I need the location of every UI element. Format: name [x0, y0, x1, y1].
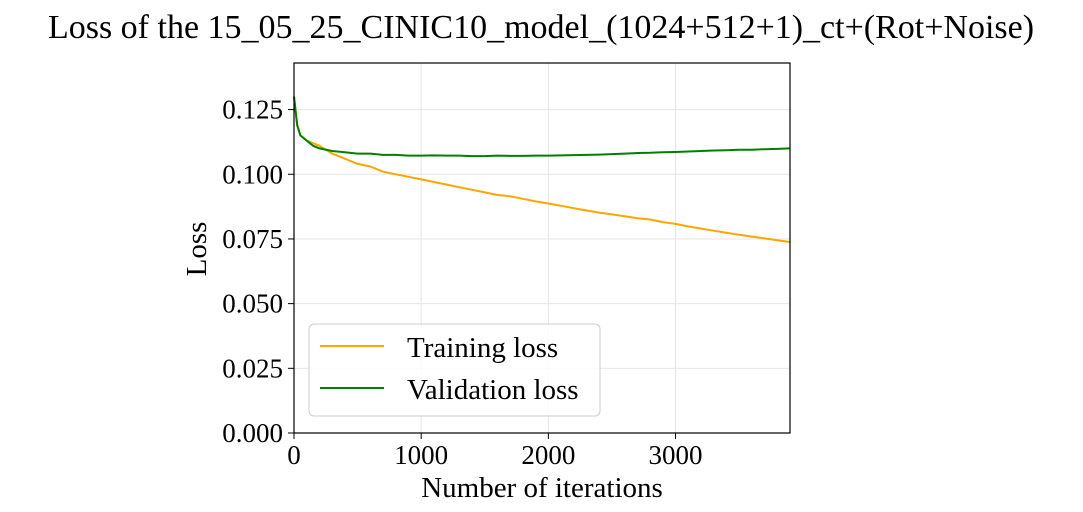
x-axis-ticks: 0 1000 2000 3000 — [287, 433, 703, 470]
x-tick-label: 2000 — [521, 440, 575, 470]
y-tick-label: 0.050 — [222, 289, 283, 319]
y-tick-label: 0.075 — [222, 224, 283, 254]
y-tick-label: 0.100 — [222, 159, 283, 189]
y-tick-label: 0.125 — [222, 95, 283, 125]
x-tick-label: 3000 — [649, 440, 703, 470]
y-tick-label: 0.025 — [222, 353, 283, 383]
series-line-training — [293, 96, 791, 243]
legend-label-validation: Validation loss — [407, 374, 579, 406]
y-axis-ticks: 0.000 0.025 0.050 0.075 0.100 0.125 — [222, 95, 294, 448]
legend: Training loss Validation loss — [308, 323, 601, 417]
y-axis-label: Loss — [181, 222, 213, 277]
chart-title: Loss of the 15_05_25_CINIC10_model_(1024… — [48, 9, 1034, 46]
x-tick-label: 0 — [287, 440, 301, 470]
y-tick-label: 0.000 — [222, 418, 283, 448]
plot-lines — [293, 96, 791, 243]
x-axis-label: Number of iterations — [421, 472, 663, 504]
plot-frame — [293, 62, 791, 434]
legend-label-training: Training loss — [407, 332, 558, 364]
series-line-validation — [293, 96, 791, 158]
x-tick-label: 1000 — [394, 440, 448, 470]
